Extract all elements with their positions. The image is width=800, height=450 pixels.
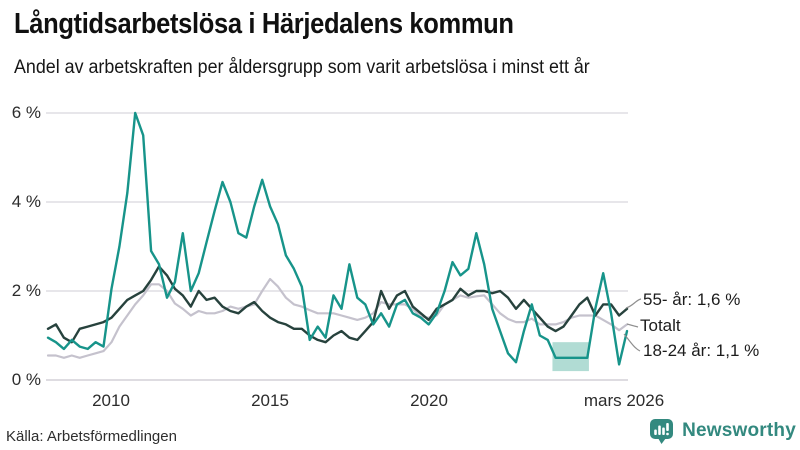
x-tick-mars-2026: mars 2026 (583, 391, 665, 410)
brand-logo: Newsworthy (649, 417, 796, 445)
brand-name: Newsworthy (682, 420, 796, 441)
x-tick-2010: 2010 (92, 391, 130, 410)
x-tick-2020: 2020 (410, 391, 448, 410)
y-tick-0: 0 % (11, 370, 41, 389)
connector-totalt (626, 323, 639, 328)
source-attribution: Källa: Arbetsförmedlingen (6, 428, 177, 445)
page-title: Långtidsarbetslösa i Härjedalens kommun (14, 8, 514, 40)
series-label-totalt: Totalt (640, 316, 681, 335)
series-label-55-ar: 55- år: 1,6 % (643, 290, 741, 309)
line-series-totalt (46, 277, 629, 359)
series-label-18-24-ar: 18-24 år: 1,1 % (643, 341, 760, 360)
page-subtitle: Andel av arbetskraften per åldersgrupp s… (14, 57, 590, 78)
connector-18-24-ar (623, 333, 641, 352)
line-series-18-24-r (46, 111, 629, 366)
y-tick-6: 6 % (11, 103, 41, 122)
y-tick-4: 4 % (11, 192, 41, 211)
newsworthy-bar-chart-bubble-icon (650, 419, 674, 444)
connector-55-ar (625, 298, 642, 309)
y-tick-2: 2 % (11, 281, 41, 300)
x-tick-2015: 2015 (251, 391, 289, 410)
